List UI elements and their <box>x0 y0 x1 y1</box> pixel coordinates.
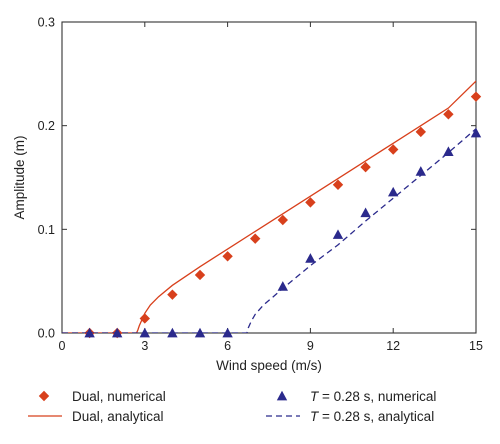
y-tick-label: 0.1 <box>38 223 55 237</box>
triangle-data-point <box>443 146 454 157</box>
solid-series-line <box>62 80 476 333</box>
plot-frame <box>61 21 477 334</box>
legend-label: T = 0.28 s, analytical <box>310 409 434 424</box>
x-tick-label: 0 <box>59 339 66 353</box>
diamond-data-point <box>470 91 482 102</box>
y-tick-label: 0.0 <box>38 327 55 341</box>
series-3 <box>62 128 476 333</box>
triangle-data-point <box>194 327 206 338</box>
x-tick-label: 3 <box>141 339 148 353</box>
y-tick-label: 0.2 <box>38 119 55 133</box>
triangle-data-point <box>360 207 371 218</box>
diamond-data-point <box>139 313 150 324</box>
legend-triangle-marker <box>276 390 288 401</box>
diamond-data-point <box>388 144 399 155</box>
series-0 <box>84 91 482 339</box>
axes: 0 3 6 9 12 15 0.0 0.1 0.2 0.3 Wind speed (m/s) Ampl… <box>12 16 483 374</box>
x-tick-label: 12 <box>386 339 400 353</box>
legend-label: Dual, numerical <box>72 389 166 404</box>
diamond-data-point <box>194 269 206 281</box>
legend-symbol <box>276 390 288 401</box>
triangle-data-point <box>332 229 344 239</box>
diamond-data-point <box>332 179 344 190</box>
diamond-data-point <box>360 161 371 173</box>
diamond-data-point <box>415 126 426 138</box>
triangle-data-point <box>305 253 316 263</box>
diamond-data-point <box>443 109 454 120</box>
legend-label: Dual, analytical <box>72 409 164 424</box>
triangle-data-point <box>388 186 399 197</box>
legend-label: T = 0.28 s, numerical <box>310 389 436 404</box>
triangle-data-point <box>470 127 482 138</box>
diamond-data-point <box>222 251 233 262</box>
y-axis-title: Amplitude (m) <box>12 135 27 219</box>
dashed-series-line <box>62 128 476 333</box>
diamond-data-point <box>277 214 288 226</box>
diamond-data-point <box>167 289 178 300</box>
series-2 <box>84 127 482 338</box>
x-tick-label: 9 <box>307 339 314 353</box>
triangle-data-point <box>84 327 95 338</box>
x-tick-label: 6 <box>224 339 231 353</box>
y-tick-label: 0.3 <box>38 16 55 30</box>
x-tick-label: 15 <box>469 339 483 353</box>
triangle-data-point <box>277 281 288 291</box>
legend-diamond-marker <box>38 390 50 402</box>
diamond-data-point <box>305 197 316 208</box>
triangle-data-point <box>415 166 426 176</box>
series-1 <box>62 80 476 333</box>
diamond-data-point <box>250 233 261 244</box>
legend-symbol <box>38 390 50 402</box>
x-axis-title: Wind speed (m/s) <box>216 358 322 373</box>
plot-series <box>62 80 482 339</box>
legend: Dual, numerical T = 0.28 s, numerical Dual… <box>28 389 436 424</box>
